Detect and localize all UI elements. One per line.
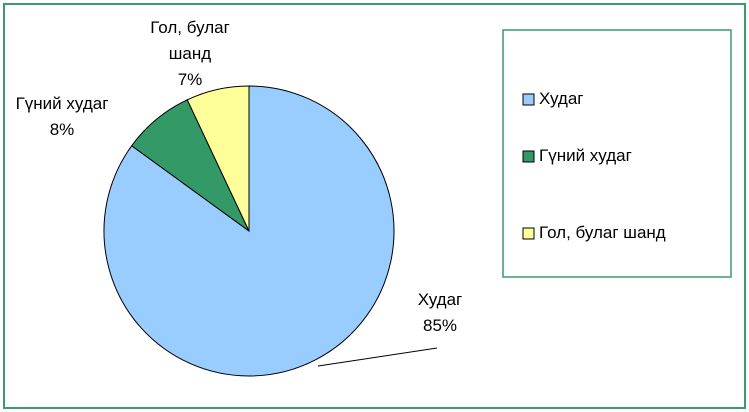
data-label-name: Гүний худаг xyxy=(15,94,109,113)
legend-label: Худаг xyxy=(539,89,584,108)
data-label-name: Гол, булаг шанд xyxy=(150,18,230,63)
legend-label: Гүний худаг xyxy=(539,146,632,165)
pie-slice xyxy=(186,85,250,232)
data-label: Гол, булаг шанд 7% xyxy=(130,15,250,93)
legend-box xyxy=(502,29,732,278)
data-label-name: Худаг xyxy=(417,290,463,309)
leader-line xyxy=(317,347,438,367)
data-label-value: 8% xyxy=(49,120,75,139)
legend-swatch xyxy=(522,150,535,163)
legend-swatch xyxy=(522,93,535,106)
data-label-value: 85% xyxy=(422,316,458,335)
data-label: Худаг 85% xyxy=(390,287,490,339)
data-label-value: 7% xyxy=(177,70,203,89)
legend-label: Гол, булаг шанд xyxy=(539,223,666,242)
legend-swatch xyxy=(522,227,535,240)
data-label: Гүний худаг 8% xyxy=(2,91,122,143)
